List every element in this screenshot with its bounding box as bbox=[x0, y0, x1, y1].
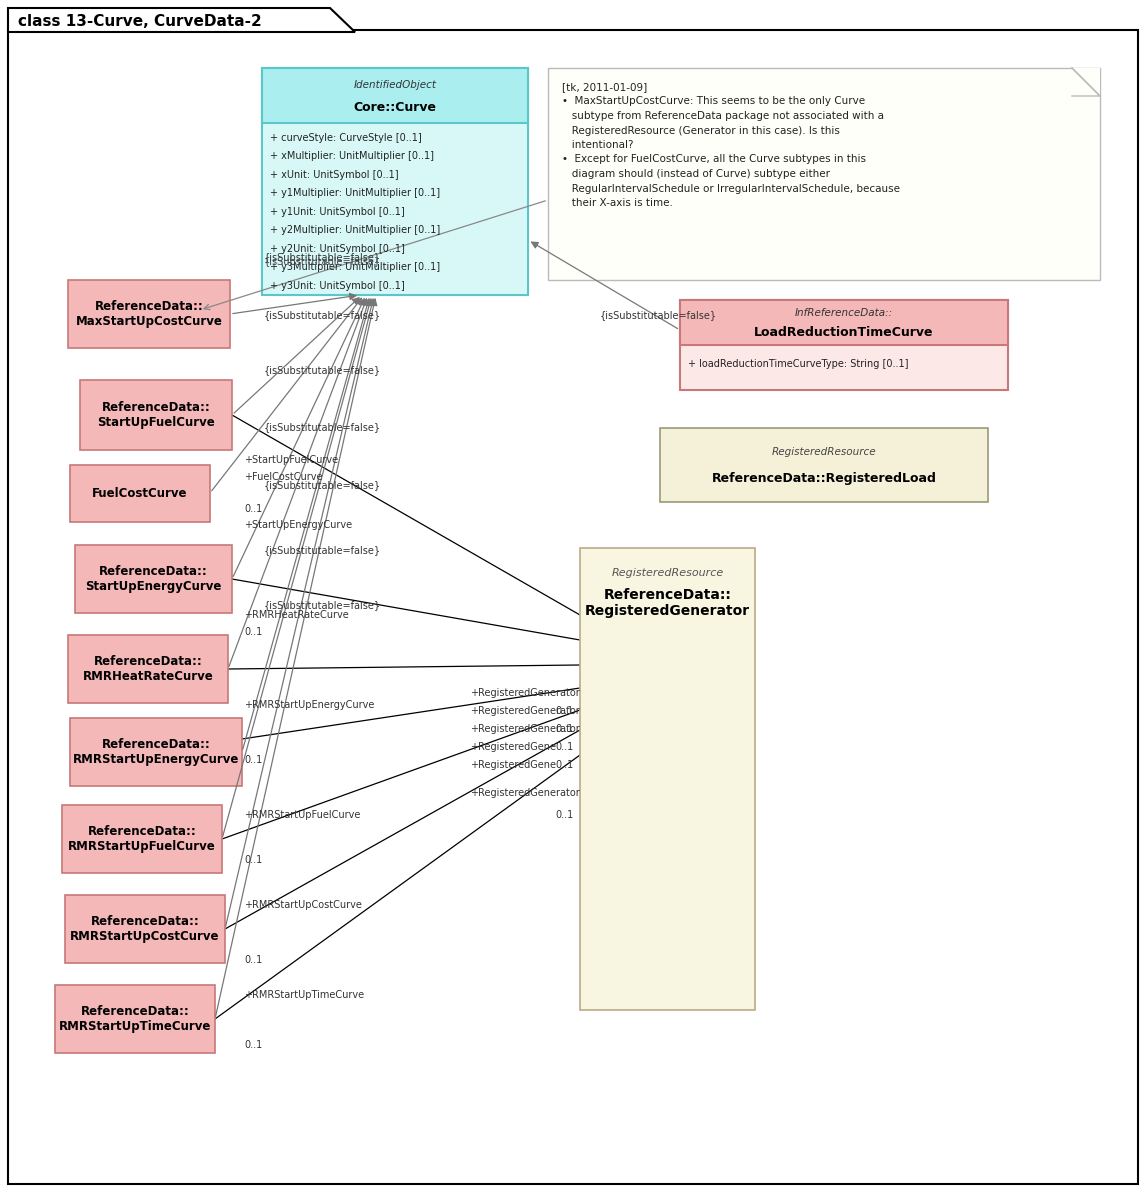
Text: + curveStyle: CurveStyle [0..1]: + curveStyle: CurveStyle [0..1] bbox=[270, 133, 421, 142]
Text: +RMRStartUpEnergyCurve: +RMRStartUpEnergyCurve bbox=[245, 700, 374, 710]
Text: intentional?: intentional? bbox=[563, 140, 634, 150]
Text: ReferenceData::
MaxStartUpCostCurve: ReferenceData:: MaxStartUpCostCurve bbox=[76, 300, 223, 328]
Text: class 13-Curve, CurveData-2: class 13-Curve, CurveData-2 bbox=[18, 13, 262, 29]
Text: diagram should (instead of Curve) subtype either: diagram should (instead of Curve) subtyp… bbox=[563, 170, 830, 179]
Text: {isSubstitutable=false}: {isSubstitutable=false} bbox=[264, 365, 381, 375]
Bar bbox=[262, 68, 528, 123]
Bar bbox=[680, 300, 1008, 390]
Bar bbox=[548, 68, 1100, 281]
Text: + loadReductionTimeCurveType: String [0..1]: + loadReductionTimeCurveType: String [0.… bbox=[688, 359, 908, 369]
Text: 0..1: 0..1 bbox=[245, 504, 262, 513]
Text: •  MaxStartUpCostCurve: This seems to be the only Curve: • MaxStartUpCostCurve: This seems to be … bbox=[563, 97, 866, 106]
Bar bbox=[680, 300, 1008, 345]
Bar bbox=[65, 896, 225, 964]
Text: 0..1: 0..1 bbox=[245, 1040, 262, 1050]
Text: + y3Unit: UnitSymbol [0..1]: + y3Unit: UnitSymbol [0..1] bbox=[270, 281, 405, 290]
Polygon shape bbox=[8, 8, 355, 32]
Text: {isSubstitutable=false}: {isSubstitutable=false} bbox=[600, 310, 718, 320]
Bar bbox=[80, 380, 232, 450]
Bar bbox=[75, 544, 232, 613]
Text: {isSubstitutable=false}: {isSubstitutable=false} bbox=[264, 310, 381, 320]
Text: +RegisteredGenerator: +RegisteredGenerator bbox=[470, 706, 580, 716]
Bar bbox=[62, 805, 222, 873]
Bar bbox=[68, 281, 230, 347]
Text: 0..1: 0..1 bbox=[554, 724, 573, 734]
Text: [tk, 2011-01-09]: [tk, 2011-01-09] bbox=[563, 82, 647, 92]
Text: •  Except for FuelCostCurve, all the Curve subtypes in this: • Except for FuelCostCurve, all the Curv… bbox=[563, 154, 866, 165]
Bar bbox=[55, 985, 215, 1053]
Text: + xMultiplier: UnitMultiplier [0..1]: + xMultiplier: UnitMultiplier [0..1] bbox=[270, 152, 434, 161]
Text: + y1Unit: UnitSymbol [0..1]: + y1Unit: UnitSymbol [0..1] bbox=[270, 207, 405, 216]
Text: +RMRHeatRateCurve: +RMRHeatRateCurve bbox=[245, 610, 349, 620]
Text: RegisteredResource: RegisteredResource bbox=[771, 447, 876, 456]
Text: LoadReductionTimeCurve: LoadReductionTimeCurve bbox=[754, 326, 933, 339]
Text: RegisteredResource: RegisteredResource bbox=[612, 568, 723, 578]
Text: {isSubstitutable=false}: {isSubstitutable=false} bbox=[264, 544, 381, 555]
Text: +RegisteredGene: +RegisteredGene bbox=[470, 761, 556, 770]
Text: +RegisteredGene: +RegisteredGene bbox=[470, 741, 556, 752]
Text: + y2Unit: UnitSymbol [0..1]: + y2Unit: UnitSymbol [0..1] bbox=[270, 244, 405, 253]
Text: ReferenceData::
RMRStartUpEnergyCurve: ReferenceData:: RMRStartUpEnergyCurve bbox=[72, 738, 239, 767]
Text: {isSubstitutable=false}: {isSubstitutable=false} bbox=[264, 252, 381, 261]
Text: ReferenceData::
RMRHeatRateCurve: ReferenceData:: RMRHeatRateCurve bbox=[83, 656, 214, 683]
Text: RegisteredResource (Generator in this case). Is this: RegisteredResource (Generator in this ca… bbox=[563, 125, 840, 135]
Text: ReferenceData::
RMRStartUpFuelCurve: ReferenceData:: RMRStartUpFuelCurve bbox=[68, 825, 216, 853]
Text: {isSubstitutable=false}: {isSubstitutable=false} bbox=[264, 256, 381, 266]
Text: {isSubstitutable=false}: {isSubstitutable=false} bbox=[264, 480, 381, 490]
Text: +StartUpFuelCurve: +StartUpFuelCurve bbox=[245, 455, 339, 464]
Bar bbox=[70, 464, 210, 522]
Text: 0..1: 0..1 bbox=[245, 955, 262, 965]
Text: InfReferenceData::: InfReferenceData:: bbox=[794, 308, 893, 319]
Text: +RegisteredGenerator: +RegisteredGenerator bbox=[470, 788, 580, 798]
Text: ReferenceData::RegisteredLoad: ReferenceData::RegisteredLoad bbox=[712, 472, 937, 485]
Bar bbox=[262, 68, 528, 295]
Bar bbox=[68, 635, 228, 703]
Bar bbox=[580, 548, 755, 1010]
Text: +RMRStartUpTimeCurve: +RMRStartUpTimeCurve bbox=[245, 990, 364, 1001]
Text: Core::Curve: Core::Curve bbox=[354, 101, 436, 115]
Text: ReferenceData::
RMRStartUpTimeCurve: ReferenceData:: RMRStartUpTimeCurve bbox=[59, 1005, 211, 1033]
Text: 0..1: 0..1 bbox=[554, 741, 573, 752]
Text: FuelCostCurve: FuelCostCurve bbox=[92, 487, 188, 500]
Text: +StartUpEnergyCurve: +StartUpEnergyCurve bbox=[245, 521, 352, 530]
Text: +FuelCostCurve: +FuelCostCurve bbox=[245, 472, 323, 482]
Bar bbox=[660, 427, 988, 501]
Text: + y3Multiplier: UnitMultiplier [0..1]: + y3Multiplier: UnitMultiplier [0..1] bbox=[270, 261, 440, 272]
Text: ReferenceData::
StartUpFuelCurve: ReferenceData:: StartUpFuelCurve bbox=[98, 401, 215, 429]
Text: RegularIntervalSchedule or IrregularIntervalSchedule, because: RegularIntervalSchedule or IrregularInte… bbox=[563, 184, 900, 193]
Text: 0..1: 0..1 bbox=[554, 810, 573, 820]
Text: their X-axis is time.: their X-axis is time. bbox=[563, 198, 673, 208]
Text: 0..1: 0..1 bbox=[554, 761, 573, 770]
Text: ReferenceData::
RMRStartUpCostCurve: ReferenceData:: RMRStartUpCostCurve bbox=[70, 915, 219, 943]
Text: +RMRStartUpCostCurve: +RMRStartUpCostCurve bbox=[245, 900, 362, 910]
Text: IdentifiedObject: IdentifiedObject bbox=[354, 80, 436, 90]
Text: + xUnit: UnitSymbol [0..1]: + xUnit: UnitSymbol [0..1] bbox=[270, 170, 398, 179]
Text: + y1Multiplier: UnitMultiplier [0..1]: + y1Multiplier: UnitMultiplier [0..1] bbox=[270, 187, 440, 198]
Text: 0..1: 0..1 bbox=[554, 706, 573, 716]
Text: +RegisteredGenerator: +RegisteredGenerator bbox=[470, 724, 580, 734]
Text: subtype from ReferenceData package not associated with a: subtype from ReferenceData package not a… bbox=[563, 111, 884, 121]
Text: {isSubstitutable=false}: {isSubstitutable=false} bbox=[264, 421, 381, 432]
Text: 0..1: 0..1 bbox=[245, 755, 262, 765]
Bar bbox=[1072, 68, 1100, 96]
Text: {isSubstitutable=false}: {isSubstitutable=false} bbox=[264, 601, 381, 610]
Text: 0..1: 0..1 bbox=[245, 855, 262, 864]
Text: +RegisteredGenerator: +RegisteredGenerator bbox=[470, 688, 580, 698]
Text: 0..1: 0..1 bbox=[245, 627, 262, 638]
Text: + y2Multiplier: UnitMultiplier [0..1]: + y2Multiplier: UnitMultiplier [0..1] bbox=[270, 224, 440, 235]
Text: ReferenceData::
RegisteredGenerator: ReferenceData:: RegisteredGenerator bbox=[585, 587, 750, 618]
Text: +RMRStartUpFuelCurve: +RMRStartUpFuelCurve bbox=[245, 810, 360, 820]
Bar bbox=[70, 718, 242, 786]
Text: ReferenceData::
StartUpEnergyCurve: ReferenceData:: StartUpEnergyCurve bbox=[85, 565, 222, 593]
